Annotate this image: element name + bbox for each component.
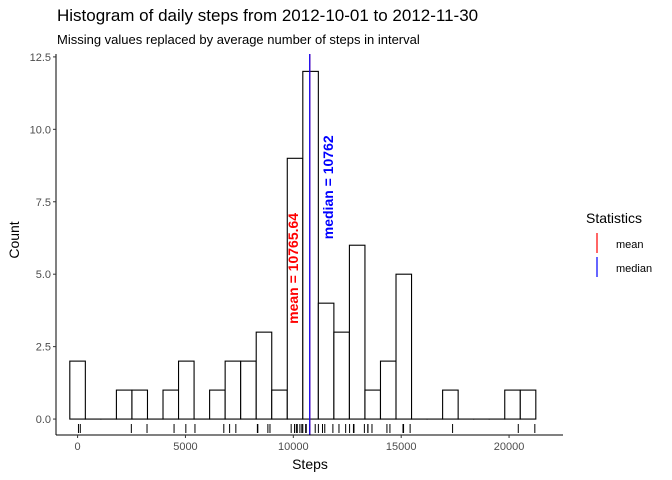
histogram-bar xyxy=(69,360,86,420)
histogram-bar xyxy=(255,331,273,420)
y-tick-label: 5.0 xyxy=(36,269,51,281)
x-tick-label: 0 xyxy=(75,441,81,453)
chart-subtitle: Missing values replaced by average numbe… xyxy=(57,32,420,47)
histogram-bar xyxy=(317,302,335,420)
histogram-bar xyxy=(240,360,257,420)
x-tick-label: 20000 xyxy=(494,441,525,453)
histogram-bar xyxy=(504,389,521,420)
y-tick-label: 10.0 xyxy=(30,124,51,136)
histogram-bar xyxy=(271,389,288,420)
y-axis-ticks: 0.0 2.5 5.0 7.5 10.0 12.5 xyxy=(30,52,56,426)
chart-title: Histogram of daily steps from 2012-10-01… xyxy=(57,6,478,25)
x-axis-ticks: 0 5000 10000 15000 20000 xyxy=(75,435,525,453)
x-tick-label: 10000 xyxy=(278,441,309,453)
histogram-bar xyxy=(162,389,180,420)
y-tick-label: 12.5 xyxy=(30,52,51,64)
histogram-bar xyxy=(115,389,133,420)
histogram-bar xyxy=(209,389,226,420)
histogram-bar xyxy=(302,70,319,420)
median-label: median = 10762 xyxy=(320,135,336,239)
y-axis-title: Count xyxy=(6,221,22,258)
histogram-bar xyxy=(442,389,459,420)
mean-label: mean = 10765.64 xyxy=(285,213,301,324)
histogram-bar xyxy=(131,389,149,420)
histogram-bar xyxy=(348,244,366,420)
x-tick-label: 5000 xyxy=(173,441,197,453)
histogram-bar xyxy=(333,331,350,420)
y-tick-label: 2.5 xyxy=(36,342,51,354)
reference-lines: mean = 10765.64 median = 10762 xyxy=(285,54,336,435)
x-axis-title: Steps xyxy=(292,456,328,472)
histogram-bar xyxy=(519,389,537,420)
histogram-bar xyxy=(395,273,413,420)
legend-items: mean median xyxy=(596,233,652,277)
x-tick-label: 15000 xyxy=(386,441,417,453)
histogram-bar xyxy=(364,389,382,420)
y-tick-label: 7.5 xyxy=(36,197,51,209)
y-tick-label: 0.0 xyxy=(36,414,51,426)
histogram-bar xyxy=(379,360,397,420)
legend: Statistics mean median xyxy=(586,210,652,277)
legend-title: Statistics xyxy=(586,210,642,226)
legend-label-mean: mean xyxy=(616,239,644,251)
histogram-bar xyxy=(177,360,195,420)
histogram-bars xyxy=(69,70,537,420)
rug-marks xyxy=(77,424,536,433)
histogram-bar xyxy=(224,360,242,420)
legend-label-median: median xyxy=(616,263,652,275)
